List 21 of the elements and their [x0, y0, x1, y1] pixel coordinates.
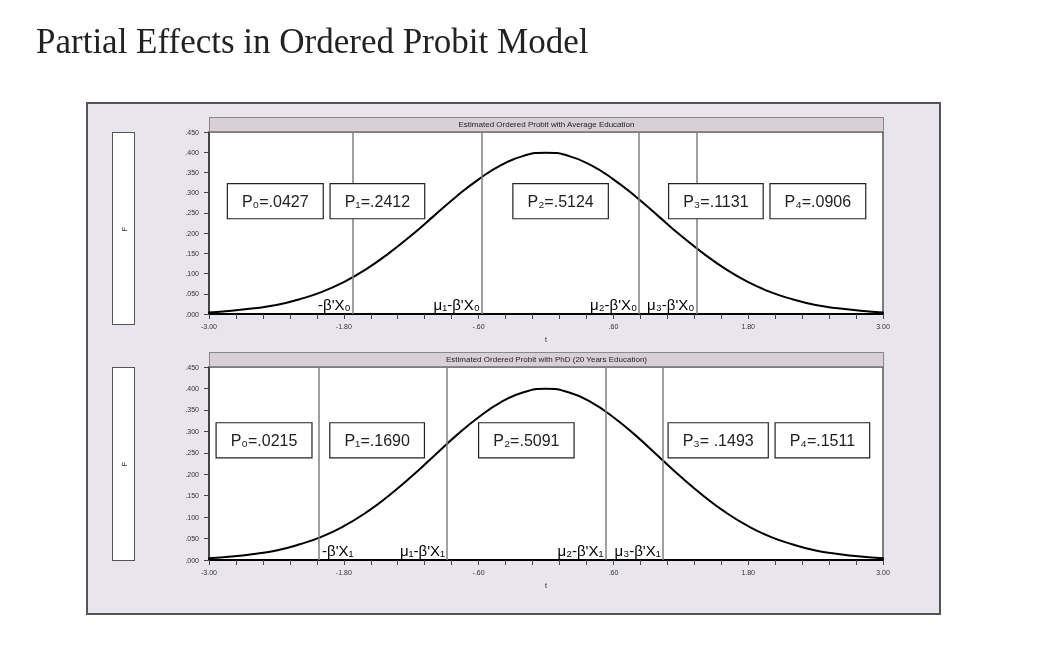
chart-subtitle: Estimated Ordered Probit with Average Education [209, 117, 884, 132]
annotation: P₂=.5091 [493, 431, 560, 449]
ref-line-label: μ₁-β'X₀ [433, 296, 480, 313]
chart-subtitle: Estimated Ordered Probit with PhD (20 Years Education) [209, 352, 884, 367]
ref-line-label: μ₃-β'X₁ [614, 542, 661, 559]
annotation: P₀=.0427 [241, 192, 309, 210]
chart-title: Partial Effects in Ordered Probit Model [36, 21, 589, 63]
ref-line-label: μ₁-β'X₁ [399, 542, 446, 559]
annotation: P₃= .1493 [682, 431, 754, 449]
annotation: P₀=.0215 [230, 431, 298, 449]
annotation: P₃=.1131 [683, 192, 749, 210]
ref-line-label: μ₃-β'X₀ [647, 296, 695, 313]
ref-line-label: -β'X₀ [318, 296, 351, 313]
ref-line-label: μ₂-β'X₁ [557, 542, 604, 559]
annotation: P₄=.1511 [789, 431, 856, 449]
annotation: P₄=.0906 [784, 192, 852, 210]
ref-line-label: -β'X₁ [322, 542, 354, 559]
ref-line-label: μ₂-β'X₀ [590, 296, 638, 313]
annotation: P₂=.5124 [527, 192, 594, 210]
annotation: P₁=.2412 [344, 192, 411, 210]
annotation: P₁=.1690 [344, 431, 410, 449]
